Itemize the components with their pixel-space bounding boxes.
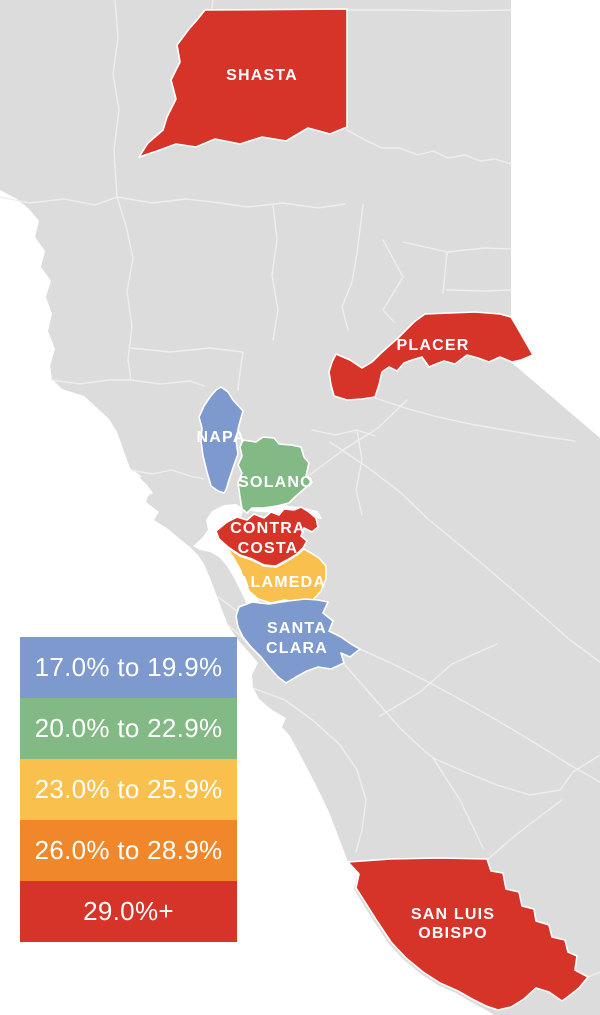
county-alameda[interactable] <box>225 545 327 604</box>
county-borders <box>0 0 600 978</box>
legend-label-blue: 17.0% to 19.9% <box>34 652 223 682</box>
county-label-san-luis-obispo-line2: OBISPO <box>418 925 487 942</box>
legend-label-green: 20.0% to 22.9% <box>34 713 223 743</box>
legend-item-blue: 17.0% to 19.9% <box>20 637 237 698</box>
legend-item-yellow: 23.0% to 25.9% <box>20 759 237 820</box>
county-shasta[interactable] <box>138 8 348 158</box>
county-label-placer: PLACER <box>397 337 470 354</box>
sf-bay <box>193 504 261 617</box>
tomales-bay <box>134 476 153 496</box>
county-napa[interactable] <box>198 386 244 494</box>
county-label-contra-costa-line2: COSTA <box>238 540 299 557</box>
county-label-contra-costa-line1: CONTRA <box>230 520 306 537</box>
county-label-shasta: SHASTA <box>226 67 298 84</box>
map-legend: 17.0% to 19.9% 20.0% to 22.9% 23.0% to 2… <box>20 637 237 942</box>
county-label-santa-clara-line1: SANTA <box>267 620 327 637</box>
county-label-alameda: ALAMEDA <box>238 574 326 591</box>
legend-label-yellow: 23.0% to 25.9% <box>34 774 223 804</box>
legend-label-orange: 26.0% to 28.9% <box>34 835 223 865</box>
county-san-luis-obispo[interactable] <box>347 857 589 1011</box>
county-solano[interactable] <box>237 436 313 514</box>
legend-label-red: 29.0%+ <box>83 896 174 926</box>
county-label-san-luis-obispo-line1: SAN LUIS <box>411 906 495 923</box>
legend-item-red: 29.0%+ <box>20 881 237 942</box>
county-santa-clara[interactable] <box>235 598 361 684</box>
county-contra-costa[interactable] <box>215 506 319 567</box>
county-placer[interactable] <box>328 311 534 401</box>
legend-item-orange: 26.0% to 28.9% <box>20 820 237 881</box>
legend-item-green: 20.0% to 22.9% <box>20 698 237 759</box>
county-label-solano: SOLANO <box>238 474 314 491</box>
county-label-santa-clara-line2: CLARA <box>266 640 328 657</box>
county-label-napa: NAPA <box>197 429 246 446</box>
